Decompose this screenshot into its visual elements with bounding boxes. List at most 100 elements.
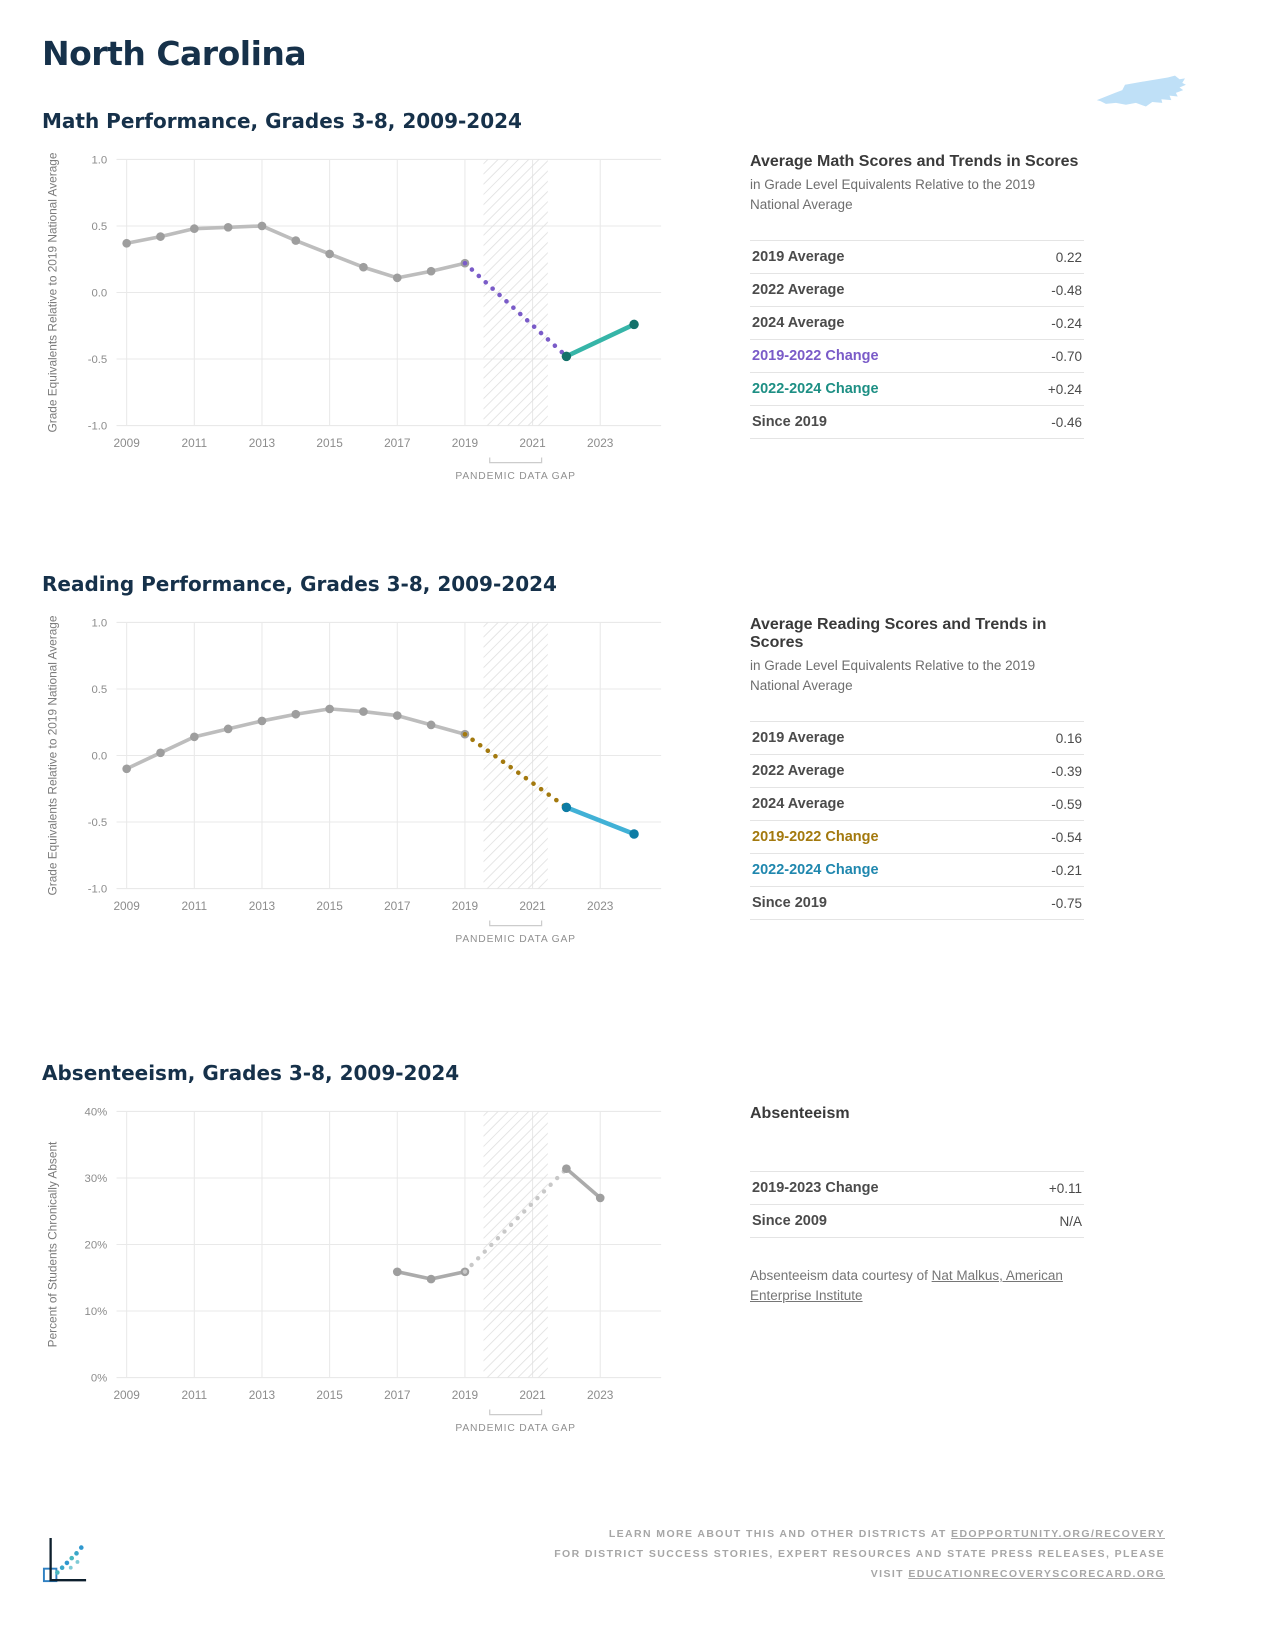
- stat-value: -0.46: [1051, 414, 1082, 430]
- svg-text:30%: 30%: [85, 1173, 108, 1185]
- absenteeism-chart: 2009 2011 2013 2015 2017 2019 2021 2023 40% 30% 20…: [46, 1107, 662, 1434]
- absenteeism-note: Absenteeism data courtesy of Nat Malkus,…: [750, 1266, 1076, 1307]
- stat-label: Since 2009: [752, 1213, 827, 1229]
- svg-text:-1.0: -1.0: [88, 421, 108, 433]
- svg-text:2017: 2017: [384, 1388, 410, 1402]
- nat-malkus-link[interactable]: Nat Malkus, American Enterprise Institut…: [750, 1268, 1063, 1304]
- stat-value: -0.59: [1051, 796, 1082, 812]
- stat-value: 0.16: [1055, 730, 1082, 746]
- footer-line-3-text: VISIT: [870, 1568, 909, 1581]
- scorecard-logo-icon: [42, 1538, 87, 1583]
- svg-text:0.5: 0.5: [91, 221, 107, 233]
- svg-text:2011: 2011: [182, 899, 208, 913]
- stat-value: -0.24: [1051, 315, 1082, 331]
- absenteeism-section: Absenteeism, Grades 3-8, 2009-2024 2009 2…: [42, 1061, 1217, 1458]
- stat-value: -0.75: [1051, 895, 1082, 911]
- svg-text:2021: 2021: [519, 899, 546, 913]
- svg-text:2017: 2017: [384, 436, 410, 450]
- math-section: Math Performance, Grades 3-8, 2009-2024 …: [42, 109, 1217, 506]
- table-row: Since 2019 -0.46: [750, 406, 1084, 440]
- svg-text:Grade Equivalents Relative to: Grade Equivalents Relative to 2019 Natio…: [46, 615, 60, 895]
- svg-text:2015: 2015: [316, 899, 343, 913]
- table-row: 2022-2024 Change +0.24: [750, 373, 1084, 407]
- stat-label: 2019-2022 Change: [752, 348, 879, 365]
- stat-value: -0.54: [1051, 829, 1082, 845]
- svg-text:2015: 2015: [316, 1388, 343, 1402]
- math-stats-panel: Average Math Scores and Trends in Scores…: [750, 145, 1084, 440]
- table-row: 2019 Average 0.22: [750, 241, 1084, 275]
- svg-text:2013: 2013: [249, 436, 276, 450]
- table-row: 2024 Average -0.59: [750, 788, 1084, 822]
- footer: LEARN MORE ABOUT THIS AND OTHER DISTRICT…: [554, 1525, 1165, 1585]
- scorecard-link[interactable]: EDUCATIONRECOVERYSCORECARD.ORG: [908, 1568, 1165, 1581]
- svg-text:2017: 2017: [384, 899, 410, 913]
- svg-text:Percent of Students Chronicall: Percent of Students Chronically Absent: [46, 1141, 60, 1347]
- svg-text:2019: 2019: [452, 1388, 479, 1402]
- page-title: North Carolina: [42, 34, 307, 73]
- table-row: 2019-2022 Change -0.70: [750, 340, 1084, 374]
- table-row: 2019-2022 Change -0.54: [750, 821, 1084, 855]
- svg-text:2023: 2023: [587, 899, 614, 913]
- table-row: 2022 Average -0.48: [750, 274, 1084, 308]
- svg-text:10%: 10%: [85, 1306, 108, 1318]
- reading-panel-subtitle: in Grade Level Equivalents Relative to t…: [750, 658, 1036, 693]
- math-chart: 2009 2011 2013 2015 2017 2019 2021 2023 1.0 0.5 0.…: [46, 152, 662, 482]
- stat-label: 2022-2024 Change: [752, 381, 879, 398]
- svg-text:2021: 2021: [519, 436, 546, 450]
- stat-label: 2019 Average: [752, 730, 845, 747]
- footer-line-1: LEARN MORE ABOUT THIS AND OTHER DISTRICT…: [554, 1525, 1165, 1545]
- table-row: 2022-2024 Change -0.21: [750, 854, 1084, 888]
- svg-text:1.0: 1.0: [91, 155, 107, 167]
- footer-line-1-text: LEARN MORE ABOUT THIS AND OTHER DISTRICT…: [608, 1528, 952, 1541]
- svg-text:-0.5: -0.5: [88, 817, 108, 829]
- svg-text:0%: 0%: [91, 1373, 107, 1385]
- stat-value: -0.39: [1051, 763, 1082, 779]
- stat-label: 2019-2022 Change: [752, 829, 879, 846]
- reading-section: Reading Performance, Grades 3-8, 2009-20…: [42, 572, 1217, 969]
- reading-stats-panel: Average Reading Scores and Trends in Sco…: [750, 608, 1084, 921]
- stat-label: Since 2019: [752, 895, 827, 912]
- svg-text:0.0: 0.0: [91, 751, 107, 763]
- stat-label: 2022 Average: [752, 763, 845, 780]
- svg-text:2009: 2009: [113, 1388, 140, 1402]
- absenteeism-panel-title: Absenteeism: [750, 1105, 850, 1122]
- edopportunity-link[interactable]: EDOPPORTUNITY.ORG/RECOVERY: [951, 1528, 1165, 1541]
- footer-line-3: VISIT EDUCATIONRECOVERYSCORECARD.ORG: [554, 1565, 1165, 1585]
- absenteeism-chart-area: 2009 2011 2013 2015 2017 2019 2021 2023 40% 30% 20…: [42, 1097, 702, 1458]
- table-row: Since 2019 -0.75: [750, 887, 1084, 921]
- stat-value: -0.70: [1051, 348, 1082, 364]
- stat-value: +0.11: [1048, 1180, 1082, 1196]
- svg-text:2009: 2009: [113, 899, 140, 913]
- stat-label: 2024 Average: [752, 315, 845, 332]
- absenteeism-note-text: Absenteeism data courtesy of: [750, 1268, 932, 1283]
- svg-text:0.5: 0.5: [91, 684, 107, 696]
- reading-chart: 2009 2011 2013 2015 2017 2019 2021 2023 1.0 0.5 0.…: [46, 615, 662, 945]
- svg-text:-0.5: -0.5: [88, 354, 108, 366]
- svg-text:2019: 2019: [452, 436, 479, 450]
- math-stats-table: 2019 Average 0.22 2022 Average -0.48 2024 Av…: [750, 240, 1084, 440]
- svg-text:2023: 2023: [587, 436, 614, 450]
- svg-text:2009: 2009: [113, 436, 140, 450]
- stat-label: 2022 Average: [752, 282, 845, 299]
- absenteeism-stats-panel: Absenteeism 2019-2023 Change +0.11 Since 2…: [750, 1097, 1084, 1320]
- svg-text:2011: 2011: [182, 436, 208, 450]
- content: North Carolina Math Performance, Grades …: [42, 34, 1217, 1458]
- stat-label: 2019-2023 Change: [752, 1180, 879, 1196]
- section-title-math: Math Performance, Grades 3-8, 2009-2024: [42, 109, 522, 133]
- svg-text:2011: 2011: [182, 1388, 208, 1402]
- section-title-reading: Reading Performance, Grades 3-8, 2009-20…: [42, 572, 557, 596]
- svg-text:2015: 2015: [316, 436, 343, 450]
- reading-panel-title: Average Reading Scores and Trends in Sco…: [750, 616, 1047, 651]
- table-row: 2019-2023 Change +0.11: [750, 1172, 1084, 1205]
- math-chart-area: 2009 2011 2013 2015 2017 2019 2021 2023 1.0 0.5 0.…: [42, 145, 702, 506]
- svg-text:2021: 2021: [519, 1388, 546, 1402]
- stat-label: 2022-2024 Change: [752, 862, 879, 879]
- stat-value: N/A: [1059, 1213, 1082, 1229]
- stat-label: 2024 Average: [752, 796, 845, 813]
- stat-value: 0.22: [1055, 249, 1082, 265]
- stat-value: -0.21: [1051, 862, 1082, 878]
- svg-text:-1.0: -1.0: [88, 884, 108, 896]
- stat-value: -0.48: [1051, 282, 1082, 298]
- svg-text:PANDEMIC DATA GAP: PANDEMIC DATA GAP: [455, 934, 575, 945]
